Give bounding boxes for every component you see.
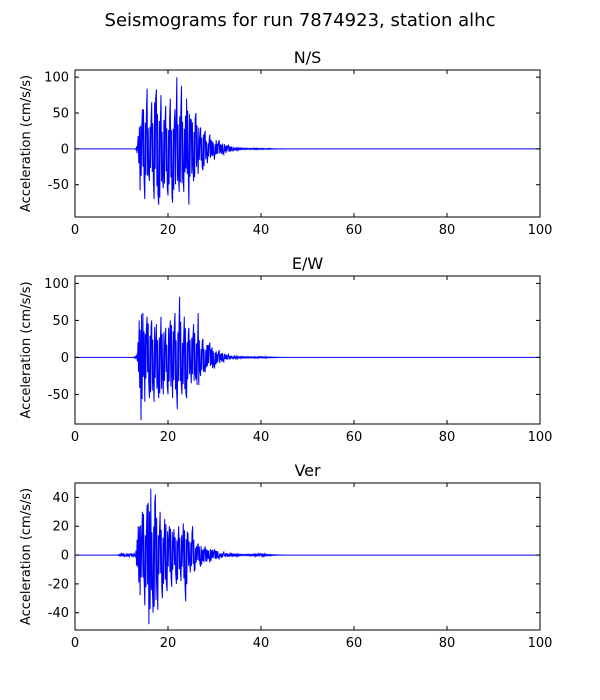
y-tick-label: -50: [48, 388, 69, 403]
y-axis-label: Acceleration (cm/s/s): [19, 281, 34, 418]
x-tick-label: 60: [346, 636, 363, 651]
x-tick-label: 0: [71, 223, 79, 238]
axes-frame: [74, 275, 541, 425]
x-tick-label: 80: [439, 223, 456, 238]
y-tick-label: 50: [52, 107, 69, 122]
seismogram-trace: [75, 488, 540, 625]
x-tick-label: 0: [71, 430, 79, 445]
x-tick-label: 20: [160, 636, 177, 651]
x-tick-label: 60: [346, 430, 363, 445]
y-tick-label: 0: [61, 351, 69, 366]
y-axis-label: Acceleration (cm/s/s): [19, 75, 34, 212]
y-tick-label: 40: [52, 491, 69, 506]
x-tick-label: 40: [253, 223, 270, 238]
x-tick-label: 20: [160, 223, 177, 238]
y-tick-label: 50: [52, 314, 69, 329]
x-tick-label: 40: [253, 430, 270, 445]
x-tick-label: 100: [528, 430, 553, 445]
axes-frame: [74, 69, 541, 218]
subplot-3: Ver Acceleration (cm/s/s) 0 20 40 60 80 100 -40 -…: [19, 461, 552, 651]
x-tick-label: 80: [439, 636, 456, 651]
x-tick-label: 80: [439, 430, 456, 445]
x-tick-label: 40: [253, 636, 270, 651]
y-axis-label: Acceleration (cm/s/s): [19, 488, 34, 625]
seismogram-trace: [75, 296, 540, 421]
axes-frame: [74, 482, 541, 631]
y-tick-label: -20: [48, 577, 69, 592]
subplot-title: Ver: [294, 461, 321, 480]
y-tick-label: 0: [61, 549, 69, 564]
x-tick-label: 0: [71, 636, 79, 651]
figure-title: Seismograms for run 7874923, station alh…: [104, 10, 496, 31]
y-tick-label: 20: [52, 520, 69, 535]
y-tick-label: 0: [61, 142, 69, 157]
y-tick-label: 100: [44, 71, 69, 86]
subplot-title: N/S: [294, 48, 322, 67]
subplot-2: E/W Acceleration (cm/s/s) 0 20 40 60 80 100 -50 0…: [19, 254, 552, 445]
seismogram-trace: [75, 77, 540, 205]
subplot-title: E/W: [292, 254, 324, 273]
x-tick-label: 20: [160, 430, 177, 445]
y-tick-label: 100: [44, 277, 69, 292]
y-tick-label: -50: [48, 178, 69, 193]
y-tick-label: -40: [48, 606, 69, 621]
x-tick-label: 60: [346, 223, 363, 238]
x-tick-label: 100: [528, 223, 553, 238]
subplot-1: N/S Acceleration (cm/s/s) 0 20 40 60 80 100 -50 0…: [19, 48, 552, 238]
x-tick-label: 100: [528, 636, 553, 651]
